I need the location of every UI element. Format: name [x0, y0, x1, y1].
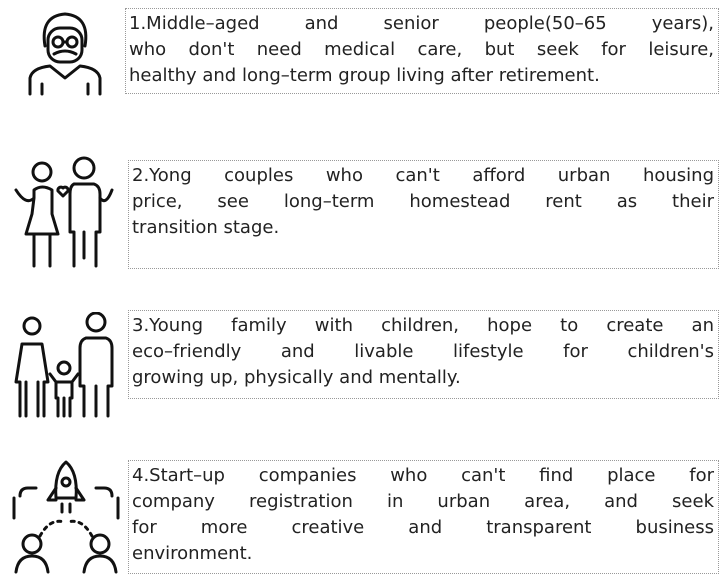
- text-line: 1.Middle–aged and senior people(50–65 ye…: [129, 13, 714, 34]
- text-line: 3.Young family with children, hope to cr…: [132, 315, 714, 336]
- text-line: eco–friendly and livable lifestyle for c…: [132, 341, 714, 362]
- startup-icon: [12, 460, 120, 574]
- text-line: transition stage.: [132, 217, 280, 238]
- senior-icon: [28, 12, 102, 96]
- text-line: who don't need medical care, but seek fo…: [129, 39, 714, 60]
- couple-icon: [14, 156, 114, 268]
- text-line: growing up, physically and mentally.: [132, 367, 461, 388]
- text-line: company registration in urban area, and …: [132, 491, 714, 512]
- text-line: for more creative and transparent busine…: [132, 517, 714, 538]
- text-box: 3.Young family with children, hope to cr…: [128, 310, 719, 399]
- text-box: 4.Start–up companies who can't find plac…: [128, 460, 719, 574]
- text-box: 2.Yong couples who can't afford urban ho…: [128, 160, 719, 269]
- family-icon: [14, 312, 114, 418]
- text-box: 1.Middle–aged and senior people(50–65 ye…: [125, 8, 719, 94]
- text-line: price, see long–term homestead rent as t…: [132, 191, 714, 212]
- text-line: 4.Start–up companies who can't find plac…: [132, 465, 714, 486]
- text-line: environment.: [132, 543, 253, 564]
- text-line: 2.Yong couples who can't afford urban ho…: [132, 165, 714, 186]
- text-line: healthy and long–term group living after…: [129, 65, 600, 86]
